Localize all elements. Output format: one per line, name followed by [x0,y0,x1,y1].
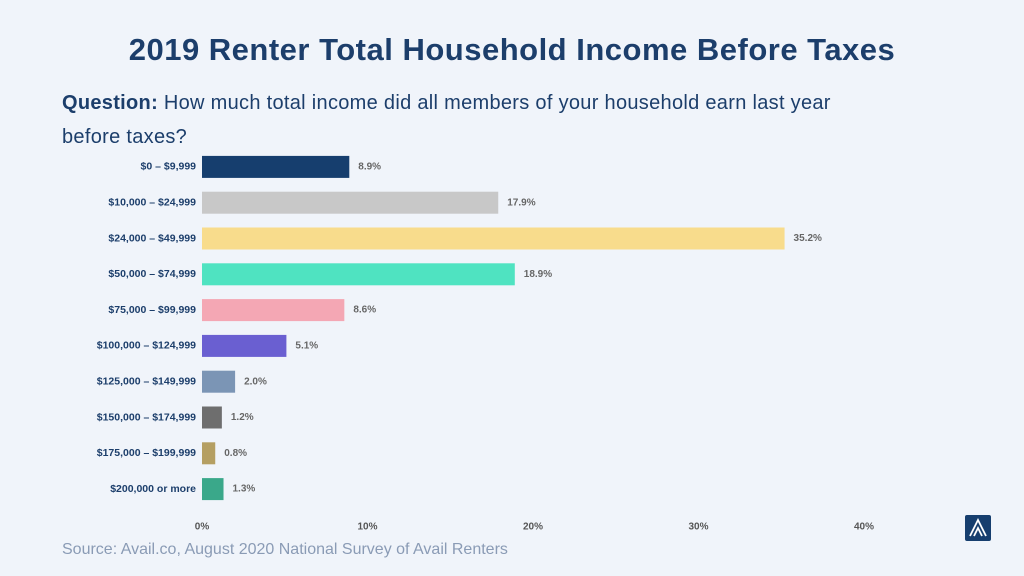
y-tick-label: $75,000 – $99,999 [108,304,196,316]
value-label: 17.9% [507,197,535,208]
y-tick-label: $50,000 – $74,999 [108,268,196,280]
value-label: 35.2% [794,233,822,244]
bar [202,370,236,393]
y-tick-label: $100,000 – $124,999 [97,340,196,352]
source: Source: Avail.co, August 2020 National S… [62,541,508,558]
y-tick-label: $0 – $9,999 [141,161,197,173]
y-tick-label: $150,000 – $174,999 [97,411,196,423]
y-tick-label: $200,000 or more [110,483,196,495]
question-text: How much total income did all members of… [62,92,831,148]
y-tick-label: $175,000 – $199,999 [97,447,196,459]
value-label: 18.9% [524,269,552,280]
value-label: 0.8% [224,448,247,459]
bar [202,406,222,429]
value-label: 1.3% [233,484,256,495]
x-tick-label: 20% [523,522,543,533]
value-label: 2.0% [244,376,267,387]
bar [202,442,216,465]
value-label: 8.9% [358,162,381,173]
bar [202,155,350,178]
bar [202,299,345,322]
x-tick-label: 0% [195,522,210,533]
y-tick-label: $24,000 – $49,999 [108,232,196,244]
x-tick-label: 10% [357,522,377,533]
x-tick-label: 40% [854,522,874,533]
question: Question: How much total income did all … [62,86,892,154]
bar [202,191,499,214]
value-label: 8.6% [353,305,376,316]
y-tick-label: $125,000 – $149,999 [97,375,196,387]
logo-mark [969,517,987,537]
question-label: Question: [62,92,159,114]
x-tick-label: 30% [688,522,708,533]
value-label: 1.2% [231,412,254,423]
bar [202,478,224,501]
y-tick-label: $10,000 – $24,999 [108,196,196,208]
bar [202,334,287,357]
bar [202,263,515,286]
value-label: 5.1% [295,341,318,352]
chart-title: 2019 Renter Total Household Income Befor… [128,32,896,67]
bar [202,227,785,250]
